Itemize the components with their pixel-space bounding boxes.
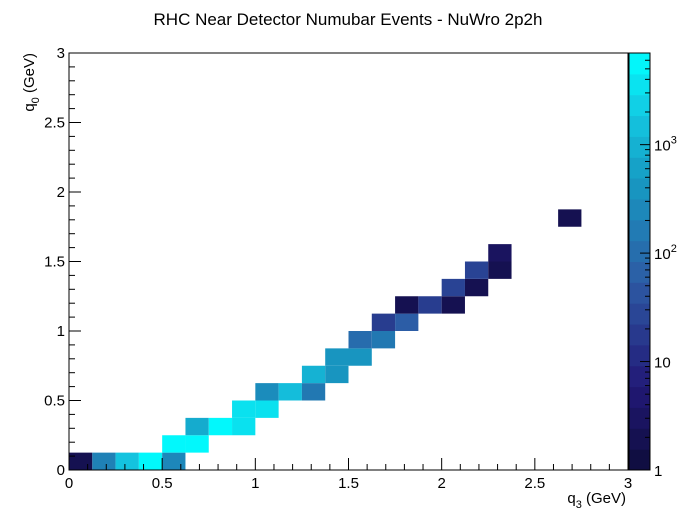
- colorbar: 1 10 102 103: [628, 52, 677, 480]
- heatmap-bin: [395, 313, 419, 331]
- colorbar-band: [629, 53, 650, 75]
- colorbar-band: [629, 449, 650, 471]
- x-tick-label: 3: [624, 475, 632, 492]
- colorbar-band: [629, 219, 650, 242]
- heatmap-bin: [464, 278, 489, 297]
- y-tick-label: 2.5: [44, 115, 65, 132]
- chart-title: RHC Near Detector Numubar Events - NuWro…: [154, 10, 543, 29]
- heatmap-bin: [348, 331, 372, 349]
- heatmap-bin: [185, 435, 209, 453]
- heatmap-bin: [441, 296, 465, 314]
- x-tick-label: 2.5: [524, 475, 545, 492]
- colorbar-band: [629, 178, 650, 200]
- colorbar-frame: [628, 52, 651, 471]
- x-axis-title: q3 (GeV): [567, 490, 626, 511]
- heatmap-bin: [488, 244, 512, 262]
- y-tick-label: 1: [57, 323, 65, 340]
- colorbar-band: [629, 344, 650, 367]
- heatmap-bin: [418, 296, 442, 314]
- x-axis-title-sub: 3: [576, 499, 582, 511]
- y-axis-title-main: q: [21, 103, 38, 111]
- colorbar-band: [629, 386, 650, 408]
- heatmap-bin: [301, 383, 326, 401]
- colorbar-band: [629, 324, 650, 346]
- heatmap-bin: [162, 452, 186, 470]
- y-tick-label: 0.5: [44, 393, 65, 410]
- heatmap-bin: [325, 348, 349, 366]
- x-tick-label: 1: [251, 475, 259, 492]
- heatmap-bin: [371, 331, 396, 349]
- x-tick-label: 2: [437, 475, 445, 492]
- heatmap-bin: [558, 209, 582, 227]
- heatmap-bin: [348, 348, 372, 366]
- heatmap-bin: [208, 417, 233, 436]
- heatmap-bin: [115, 452, 139, 470]
- heatmap-bin: [325, 365, 349, 384]
- y-tick-label: 2: [57, 184, 65, 201]
- x-axis: 0 0.5 1 1.5 2 2.5 3: [65, 458, 632, 492]
- y-axis-title-sub: 0: [30, 97, 42, 103]
- heatmap-bin: [255, 400, 279, 418]
- x-tick-label: 0: [65, 475, 73, 492]
- y-axis-title-unit: (GeV): [21, 53, 38, 97]
- colorbar-band: [629, 157, 650, 179]
- colorbar-band: [629, 261, 650, 283]
- x-axis-title-unit: (GeV): [582, 490, 626, 507]
- y-tick-label: 0: [57, 462, 65, 479]
- colorbar-tick-label: 10: [654, 355, 671, 372]
- heatmap-bin: [278, 383, 302, 401]
- heatmap-bin: [185, 417, 209, 436]
- x-tick-label: 0.5: [152, 475, 173, 492]
- heatmap-bin: [232, 400, 256, 418]
- y-tick-label: 3: [57, 45, 65, 62]
- colorbar-band: [629, 365, 650, 388]
- heatmap-bin: [301, 365, 326, 384]
- heatmap-bin: [232, 417, 256, 436]
- bins-layer: [69, 209, 582, 470]
- heatmap-bin: [464, 261, 489, 279]
- y-tick-label: 1.5: [44, 254, 65, 271]
- heatmap-bin: [441, 278, 465, 297]
- heatmap-bin: [488, 261, 512, 279]
- y-axis-title: q0 (GeV): [21, 53, 42, 112]
- colorbar-tick-label: 103: [654, 135, 677, 155]
- colorbar-band: [629, 240, 650, 262]
- heatmap-bin: [92, 452, 116, 470]
- colorbar-band: [629, 282, 650, 304]
- colorbar-band: [629, 73, 650, 96]
- colorbar-band: [629, 303, 650, 325]
- colorbar-band: [629, 198, 650, 221]
- x-tick-label: 1.5: [338, 475, 359, 492]
- colorbar-tick-label: 1: [654, 463, 662, 480]
- colorbar-band: [629, 94, 650, 117]
- heatmap-bin: [395, 296, 419, 314]
- heatmap-bin: [162, 435, 186, 453]
- colorbar-band: [629, 428, 650, 450]
- x-axis-title-main: q: [567, 490, 575, 507]
- heatmap-bin: [138, 452, 163, 470]
- heatmap-bin: [69, 452, 93, 470]
- heatmap-bin: [371, 313, 396, 331]
- plot-frame: [68, 52, 629, 471]
- colorbar-band: [629, 407, 650, 429]
- heatmap-bin: [255, 383, 279, 401]
- colorbar-band: [629, 115, 650, 137]
- y-axis: 0 0.5 1 1.5 2 2.5 3: [44, 45, 81, 479]
- colorbar-band: [629, 136, 650, 158]
- colorbar-tick-label: 102: [654, 243, 677, 263]
